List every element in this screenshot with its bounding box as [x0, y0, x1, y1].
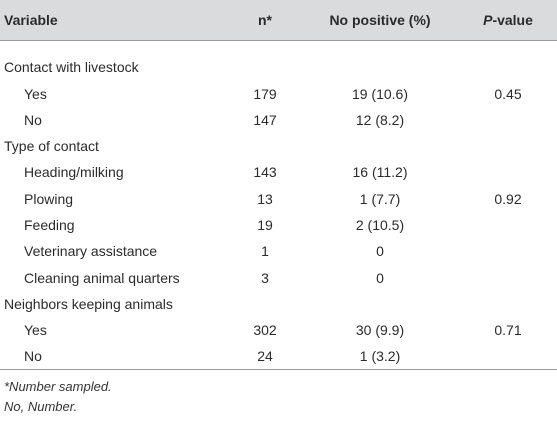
row-positive: 1 (7.7)	[359, 191, 401, 207]
row-label: Heading/milking	[24, 164, 124, 180]
row-n: 24	[257, 348, 273, 364]
row-label: Cleaning animal quarters	[24, 270, 180, 286]
row-label: No	[24, 348, 42, 364]
row-positive: 1 (3.2)	[359, 348, 401, 364]
row-positive: 19 (10.6)	[351, 86, 409, 102]
row-label: Yes	[24, 86, 47, 102]
table-header	[0, 0, 557, 40]
section-label: Type of contact	[4, 138, 99, 154]
section-label: Neighbors keeping animals	[4, 296, 173, 312]
row-positive: 0	[376, 270, 384, 286]
header-rule	[0, 40, 557, 41]
row-n: 302	[253, 322, 277, 338]
row-n: 179	[253, 86, 277, 102]
header-p-rest: -value	[492, 12, 533, 28]
row-n: 147	[253, 112, 277, 128]
row-p-value: 0.92	[494, 191, 522, 207]
header-p-value: P-value	[470, 12, 546, 28]
header-n: n*	[258, 12, 272, 28]
row-positive: 0	[376, 243, 384, 259]
footnote: *Number sampled.	[4, 379, 112, 394]
row-n: 13	[257, 191, 273, 207]
row-positive: 2 (10.5)	[355, 217, 405, 233]
row-n: 3	[261, 270, 269, 286]
row-positive: 16 (11.2)	[352, 164, 408, 180]
table-bottom-rule	[0, 369, 557, 370]
row-p-value: 0.45	[494, 86, 522, 102]
header-positive: No positive (%)	[329, 12, 431, 28]
row-positive: 30 (9.9)	[355, 322, 405, 338]
footnote: No, Number.	[4, 399, 78, 414]
row-label: Veterinary assistance	[24, 243, 158, 259]
row-n: 143	[253, 164, 277, 180]
row-positive: 12 (8.2)	[355, 112, 405, 128]
row-label: Feeding	[24, 217, 75, 233]
row-p-value: 0.71	[494, 322, 522, 338]
row-n: 1	[261, 243, 269, 259]
row-n: 19	[257, 217, 273, 233]
row-label: No	[24, 112, 42, 128]
header-p-italic: P	[483, 12, 493, 28]
header-variable: Variable	[4, 12, 58, 28]
row-label: Plowing	[24, 191, 74, 207]
row-label: Yes	[24, 322, 47, 338]
section-label: Contact with livestock	[4, 59, 139, 75]
